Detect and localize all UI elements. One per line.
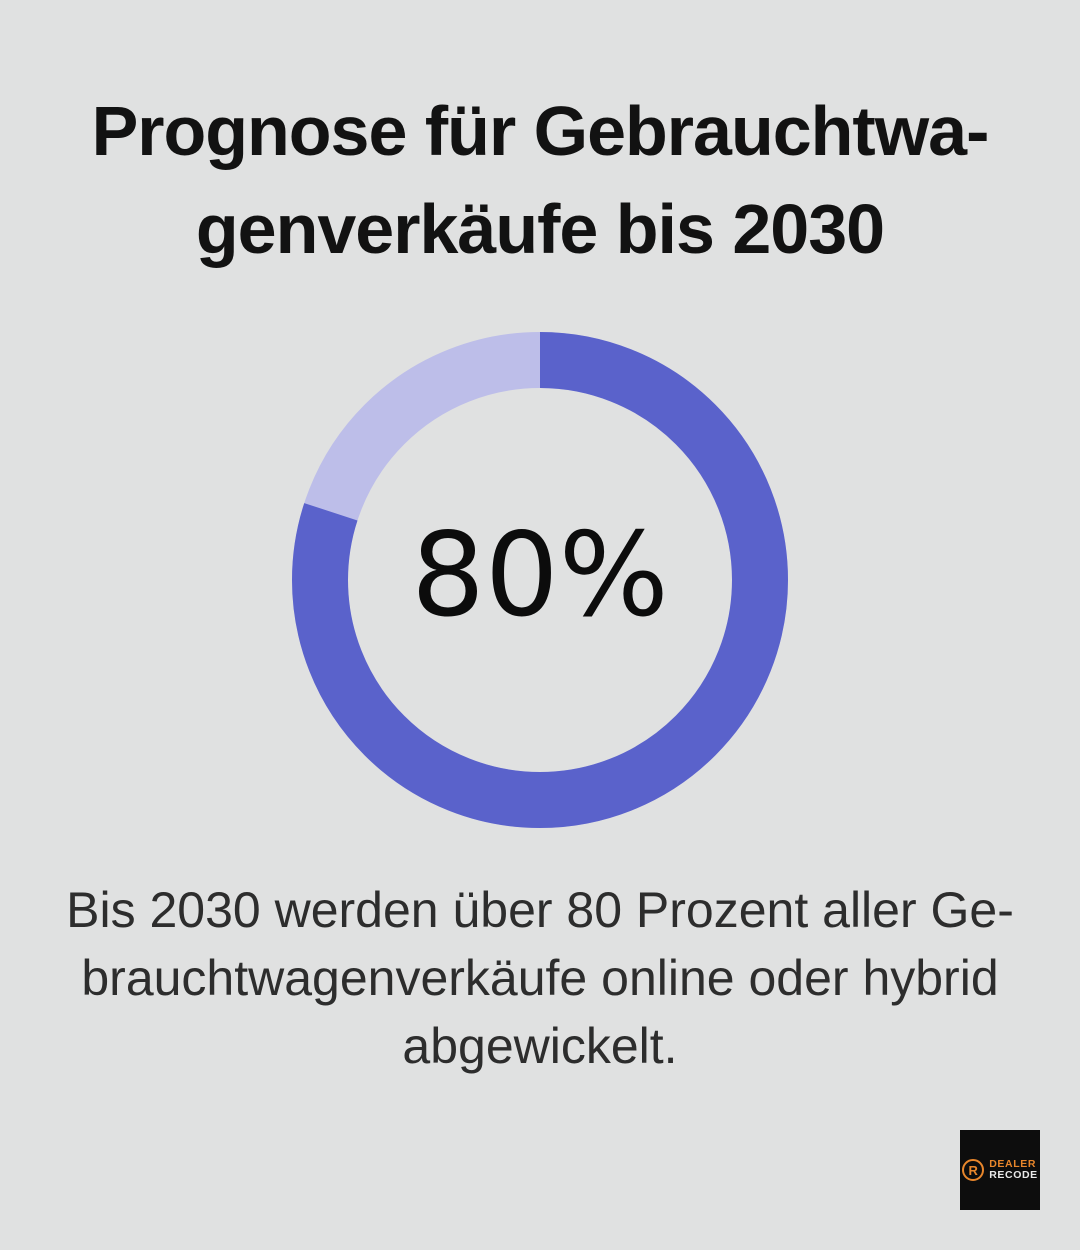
caption-line-2: brauchtwagenverkäufe online oder hybrid (81, 950, 999, 1006)
donut-chart: 80% (290, 330, 790, 830)
donut-chart-svg (292, 332, 788, 828)
caption-line-1: Bis 2030 werden über 80 Prozent aller Ge… (66, 882, 1014, 938)
brand-r-icon: R (962, 1159, 985, 1181)
caption-line-3: abgewickelt. (402, 1018, 678, 1074)
donut-center-value: 80% (411, 507, 669, 643)
brand-r-icon-letter: R (968, 1162, 978, 1178)
page-title-line-1: Prognose für Gebrauchtwa- (91, 92, 990, 170)
brand-wordmark: DEALER RECODE (989, 1159, 1038, 1181)
brand-name-top: DEALER (989, 1158, 1037, 1170)
brand-logo: R DEALER RECODE (960, 1130, 1040, 1210)
caption-text: Bis 2030 werden über 80 Prozent aller Ge… (0, 876, 1080, 1080)
brand-name-bottom: RECODE (989, 1169, 1038, 1181)
page-title: Prognose für Gebrauchtwa- genverkäufe bi… (0, 82, 1080, 278)
page-title-line-2: genverkäufe bis 2030 (195, 190, 885, 268)
donut-arc-main (292, 332, 788, 828)
